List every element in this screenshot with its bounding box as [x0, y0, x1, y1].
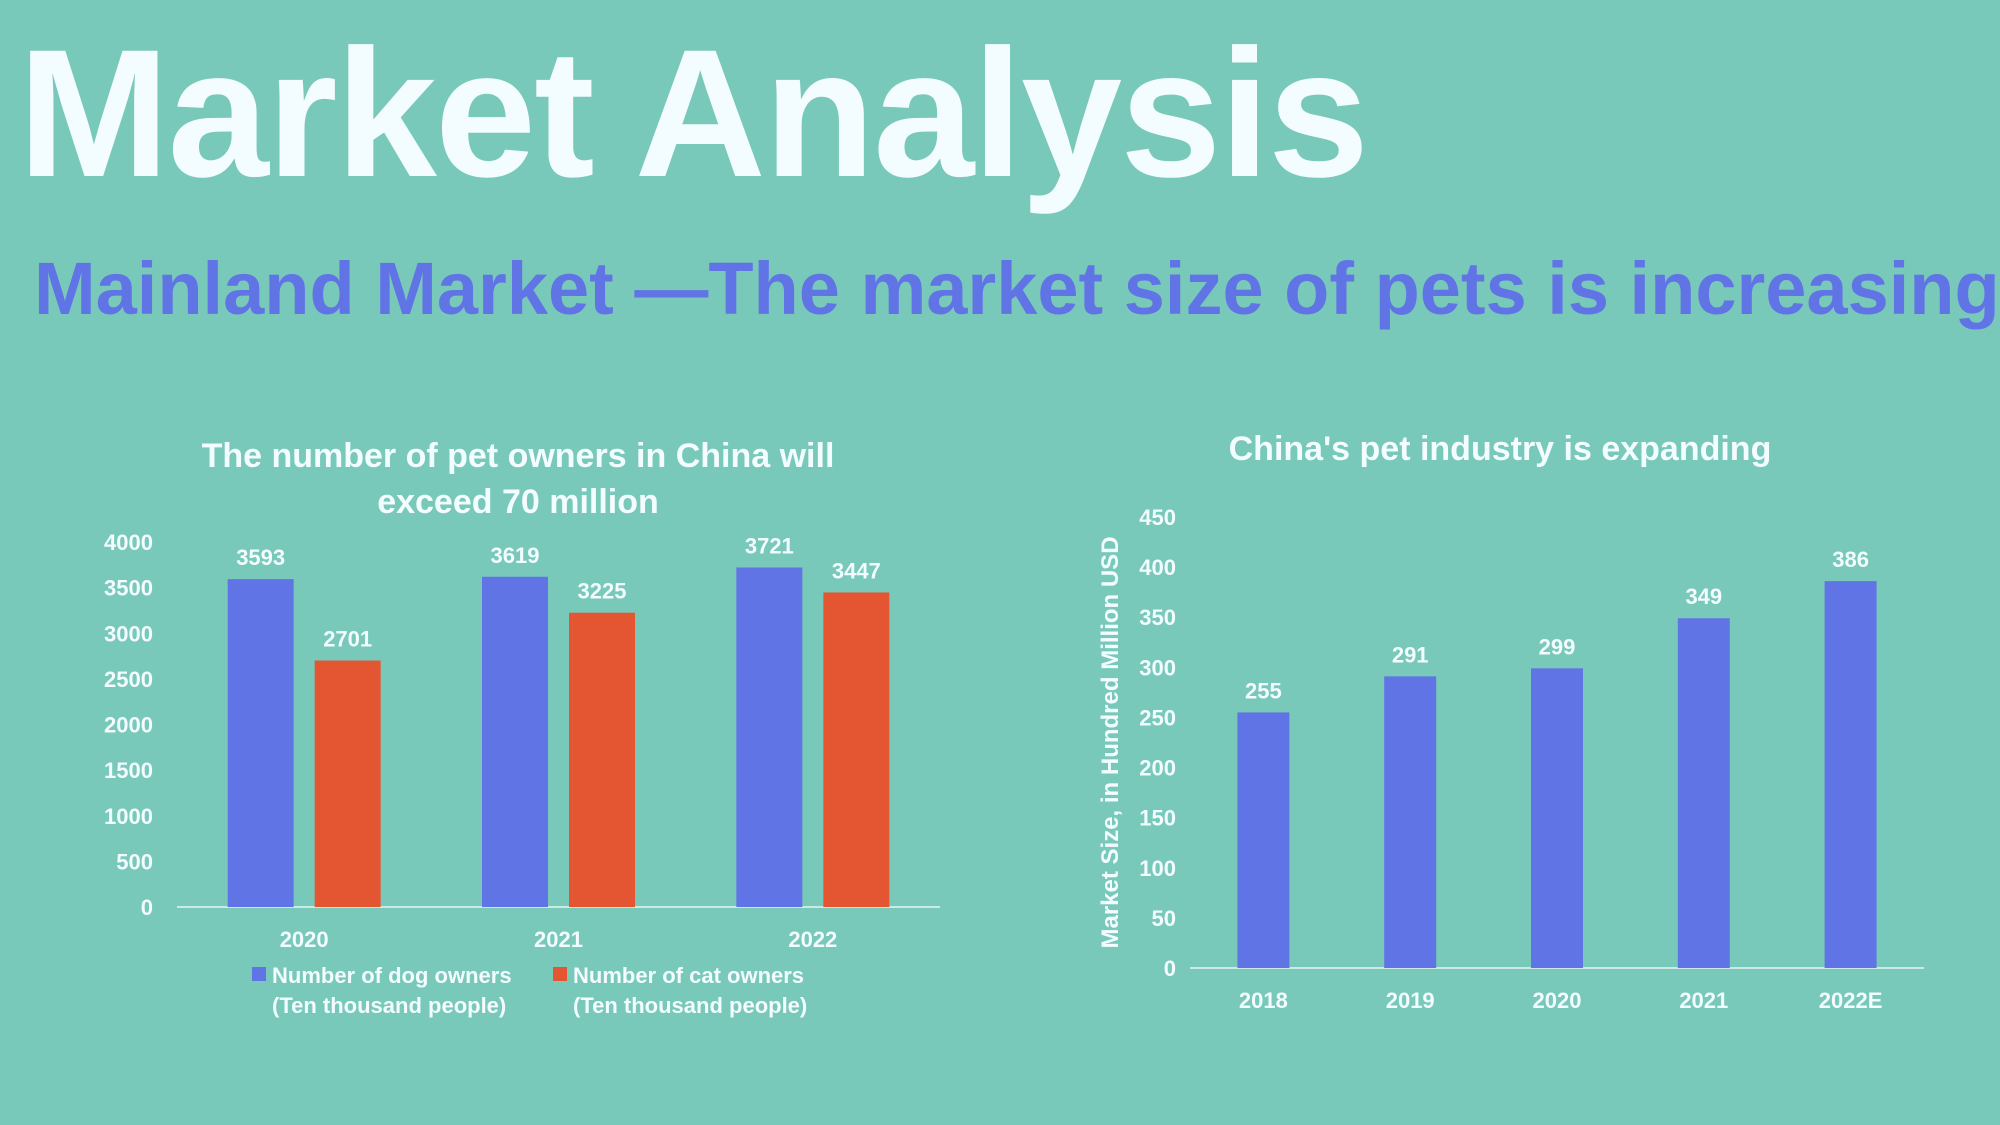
- y-tick-label: 3500: [104, 576, 153, 601]
- legend-label: (Ten thousand people): [573, 993, 807, 1018]
- data-label: 255: [1245, 678, 1282, 703]
- legend-swatch: [553, 967, 567, 981]
- y-tick-label: 450: [1139, 505, 1176, 530]
- data-label: 349: [1685, 584, 1722, 609]
- y-tick-label: 150: [1139, 806, 1176, 831]
- bar: [482, 576, 548, 907]
- y-tick-label: 0: [1164, 956, 1176, 981]
- y-tick-label: 2500: [104, 667, 153, 692]
- legend-label: Number of dog owners: [272, 963, 512, 988]
- data-label: 386: [1832, 547, 1869, 572]
- bar: [1237, 712, 1290, 968]
- x-tick-label: 2021: [534, 927, 583, 952]
- bar: [1384, 676, 1437, 968]
- legend-swatch: [252, 967, 266, 981]
- chart-title: exceed 70 million: [377, 483, 659, 521]
- page-title: Market Analysis: [18, 11, 1369, 215]
- data-label: 291: [1392, 642, 1429, 667]
- y-tick-label: 400: [1139, 555, 1176, 580]
- chart-title: China's pet industry is expanding: [1229, 430, 1772, 468]
- y-tick-label: 0: [141, 895, 153, 920]
- bar: [569, 612, 635, 907]
- bar: [1824, 581, 1877, 968]
- y-tick-label: 3000: [104, 621, 153, 646]
- data-label: 3619: [491, 543, 540, 568]
- x-tick-label: 2021: [1679, 988, 1728, 1013]
- x-tick-label: 2022E: [1819, 988, 1883, 1013]
- bar: [1677, 618, 1730, 968]
- data-label: 3721: [745, 533, 794, 558]
- y-tick-label: 1500: [104, 758, 153, 783]
- legend-label: Number of cat owners: [573, 963, 804, 988]
- bar: [314, 660, 381, 907]
- y-tick-label: 2000: [104, 713, 153, 738]
- y-tick-label: 1000: [104, 804, 153, 829]
- y-tick-label: 300: [1139, 655, 1176, 680]
- data-label: 3593: [236, 545, 285, 570]
- y-tick-label: 100: [1139, 856, 1176, 881]
- bar: [227, 579, 294, 907]
- y-tick-label: 200: [1139, 756, 1176, 781]
- y-axis-title: Market Size, in Hundred Million USD: [1097, 536, 1124, 948]
- page-subtitle: Mainland Market —The market size of pets…: [34, 247, 2000, 330]
- y-tick-label: 50: [1152, 906, 1176, 931]
- data-label: 2701: [323, 627, 372, 652]
- y-tick-label: 500: [116, 849, 153, 874]
- bar: [736, 567, 803, 907]
- x-tick-label: 2022: [788, 927, 837, 952]
- pet-owners-chart: The number of pet owners in China will ex…: [104, 437, 940, 1018]
- bar: [1531, 668, 1583, 968]
- data-label: 299: [1539, 634, 1576, 659]
- bar: [823, 592, 890, 907]
- legend-label: (Ten thousand people): [272, 993, 506, 1018]
- x-tick-label: 2020: [1533, 988, 1582, 1013]
- x-tick-label: 2019: [1386, 988, 1435, 1013]
- data-label: 3225: [578, 579, 627, 604]
- chart-title: The number of pet owners in China will: [202, 437, 835, 475]
- data-label: 3447: [832, 558, 881, 583]
- y-tick-label: 4000: [104, 530, 153, 555]
- x-tick-label: 2018: [1239, 988, 1288, 1013]
- y-tick-label: 350: [1139, 605, 1176, 630]
- x-tick-label: 2020: [280, 927, 329, 952]
- pet-industry-chart: China's pet industry is expanding 0 50 100 1…: [1097, 430, 1924, 1013]
- y-tick-label: 250: [1139, 705, 1176, 730]
